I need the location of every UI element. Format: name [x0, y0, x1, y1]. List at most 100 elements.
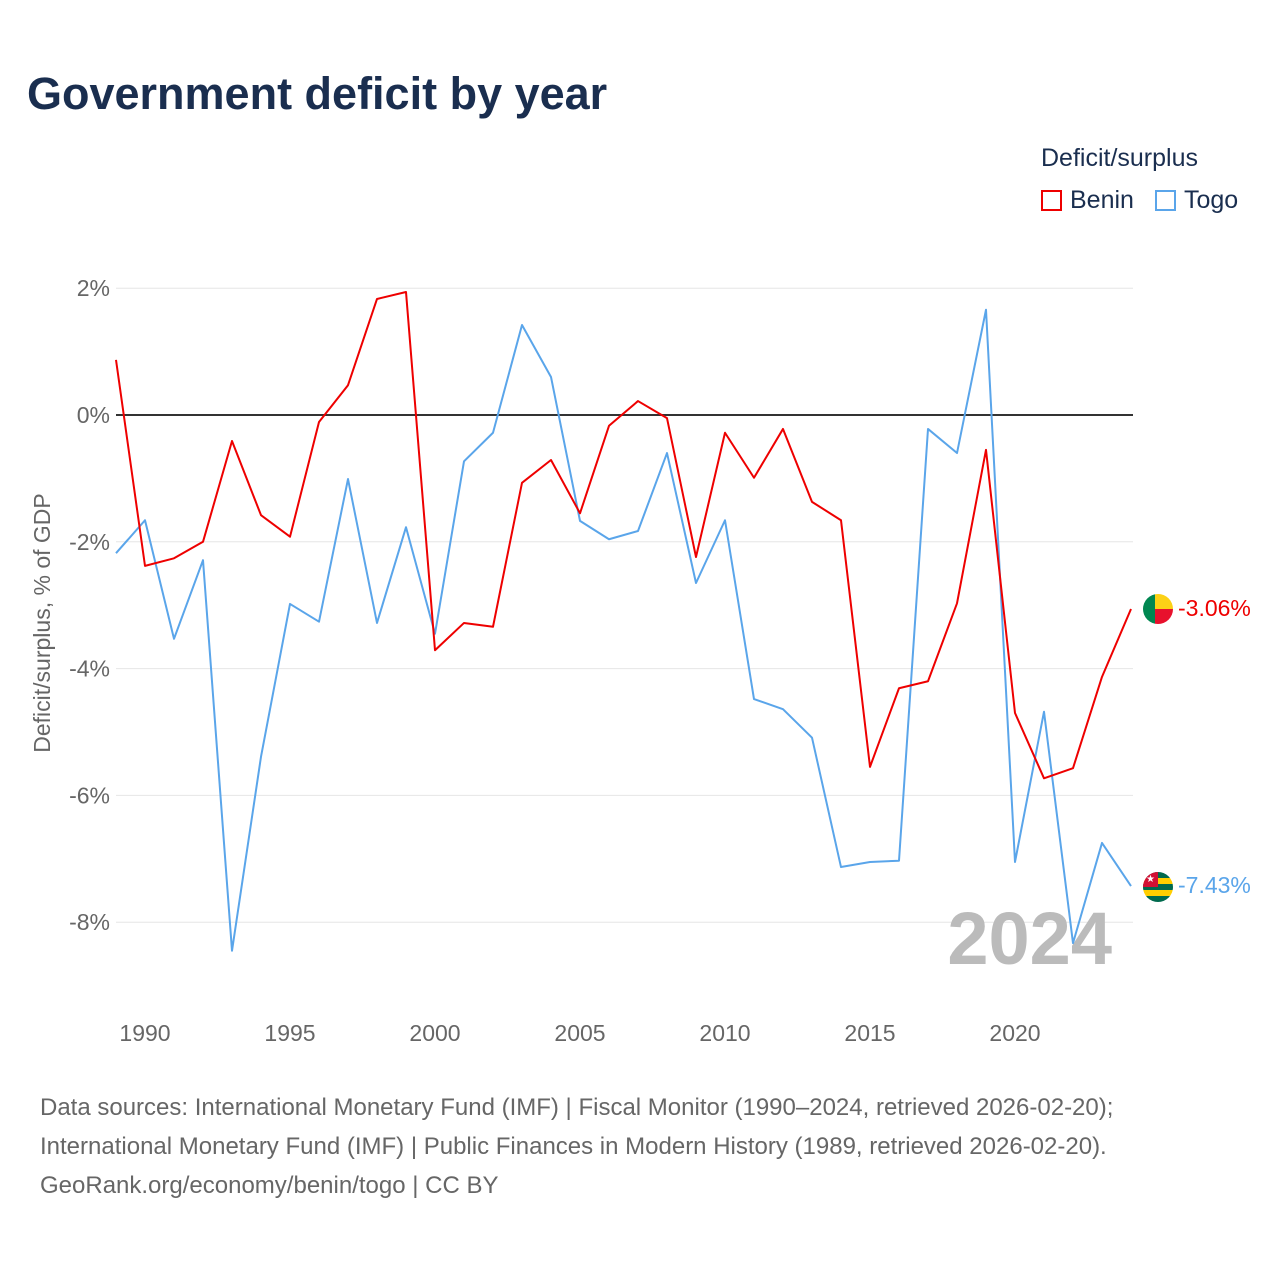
data-point-togo[interactable] [1128, 883, 1134, 889]
data-point-togo[interactable] [461, 458, 467, 464]
data-point-benin[interactable] [983, 447, 989, 453]
data-point-togo[interactable] [1099, 840, 1105, 846]
x-tick-label: 2020 [989, 1020, 1040, 1046]
y-tick-label: 0% [77, 402, 110, 428]
legend-label-togo: Togo [1184, 186, 1239, 214]
data-point-benin[interactable] [664, 415, 670, 421]
data-point-benin[interactable] [1099, 674, 1105, 680]
data-point-benin[interactable] [374, 296, 380, 302]
source-line-1: Data sources: International Monetary Fun… [40, 1094, 1114, 1121]
data-point-togo[interactable] [780, 706, 786, 712]
data-point-togo[interactable] [693, 580, 699, 586]
data-point-benin[interactable] [316, 419, 322, 425]
data-point-togo[interactable] [113, 550, 119, 556]
data-point-benin[interactable] [896, 685, 902, 691]
data-point-togo[interactable] [374, 620, 380, 626]
data-point-togo[interactable] [867, 859, 873, 865]
data-point-benin[interactable] [867, 764, 873, 770]
data-point-togo[interactable] [229, 948, 235, 954]
data-point-benin[interactable] [809, 499, 815, 505]
legend-swatch-benin [1041, 190, 1062, 211]
data-point-togo[interactable] [316, 619, 322, 625]
benin-flag-icon [1143, 594, 1173, 624]
data-point-togo[interactable] [925, 426, 931, 432]
data-point-togo[interactable] [664, 450, 670, 456]
data-point-togo[interactable] [838, 864, 844, 870]
data-point-togo[interactable] [200, 557, 206, 563]
x-tick-label: 2000 [409, 1020, 460, 1046]
data-point-togo[interactable] [577, 518, 583, 524]
data-point-togo[interactable] [171, 636, 177, 642]
data-point-benin[interactable] [142, 563, 148, 569]
data-point-benin[interactable] [113, 357, 119, 363]
data-point-benin[interactable] [1128, 606, 1134, 612]
data-point-benin[interactable] [577, 510, 583, 516]
legend-swatch-togo [1155, 190, 1176, 211]
data-point-benin[interactable] [693, 554, 699, 560]
data-point-togo[interactable] [403, 524, 409, 530]
legend-item-benin[interactable]: Benin [1041, 186, 1134, 215]
data-point-benin[interactable] [838, 517, 844, 523]
series-line-togo[interactable] [115, 308, 1132, 952]
data-point-togo[interactable] [345, 476, 351, 482]
data-point-togo[interactable] [983, 307, 989, 313]
end-label-togo: -7.43% [1178, 872, 1251, 898]
data-point-benin[interactable] [345, 382, 351, 388]
source-link[interactable]: GeoRank.org/economy/benin/togo | CC BY [40, 1172, 499, 1199]
data-point-togo[interactable] [490, 430, 496, 436]
data-point-benin[interactable] [780, 426, 786, 432]
data-point-benin[interactable] [229, 438, 235, 444]
y-axis-label: Deficit/surplus, % of GDP [29, 493, 55, 752]
x-tick-label: 1995 [264, 1020, 315, 1046]
data-point-benin[interactable] [1070, 765, 1076, 771]
data-point-benin[interactable] [1012, 710, 1018, 716]
y-tick-label: -4% [69, 656, 110, 682]
source-line-2: International Monetary Fund (IMF) | Publ… [40, 1133, 1107, 1160]
data-point-benin[interactable] [925, 678, 931, 684]
chart-title: Government deficit by year [27, 68, 608, 119]
x-tick-label: 2010 [699, 1020, 750, 1046]
end-label-benin: -3.06% [1178, 595, 1251, 621]
data-point-togo[interactable] [606, 536, 612, 542]
year-watermark: 2024 [947, 897, 1112, 980]
data-point-togo[interactable] [722, 517, 728, 523]
legend-item-togo[interactable]: Togo [1155, 186, 1238, 215]
data-point-benin[interactable] [171, 555, 177, 561]
data-point-benin[interactable] [432, 647, 438, 653]
data-point-togo[interactable] [1041, 709, 1047, 715]
data-point-benin[interactable] [606, 423, 612, 429]
y-tick-label: -2% [69, 529, 110, 555]
data-point-togo[interactable] [519, 322, 525, 328]
data-point-togo[interactable] [751, 696, 757, 702]
data-point-benin[interactable] [200, 539, 206, 545]
data-point-togo[interactable] [954, 450, 960, 456]
footer: Data sources: International Monetary Fun… [40, 1088, 1113, 1205]
data-point-togo[interactable] [635, 528, 641, 534]
data-point-benin[interactable] [258, 512, 264, 518]
x-tick-label: 1990 [119, 1020, 170, 1046]
x-tick-label: 2015 [844, 1020, 895, 1046]
data-point-togo[interactable] [548, 374, 554, 380]
x-tick-label: 2005 [554, 1020, 605, 1046]
data-point-benin[interactable] [635, 398, 641, 404]
data-point-benin[interactable] [751, 475, 757, 481]
data-point-togo[interactable] [896, 858, 902, 864]
data-point-togo[interactable] [258, 754, 264, 760]
data-point-togo[interactable] [287, 601, 293, 607]
legend-title: Deficit/surplus [1041, 144, 1198, 172]
data-point-togo[interactable] [1012, 859, 1018, 865]
series-line-benin[interactable] [115, 291, 1132, 780]
data-point-benin[interactable] [954, 600, 960, 606]
data-point-togo[interactable] [142, 517, 148, 523]
data-point-togo[interactable] [809, 735, 815, 741]
data-point-benin[interactable] [519, 480, 525, 486]
data-point-benin[interactable] [490, 624, 496, 630]
data-point-benin[interactable] [287, 534, 293, 540]
data-point-benin[interactable] [403, 289, 409, 295]
data-point-togo[interactable] [1070, 940, 1076, 946]
data-point-benin[interactable] [1041, 775, 1047, 781]
data-point-benin[interactable] [461, 620, 467, 626]
data-point-benin[interactable] [722, 430, 728, 436]
data-point-benin[interactable] [548, 457, 554, 463]
